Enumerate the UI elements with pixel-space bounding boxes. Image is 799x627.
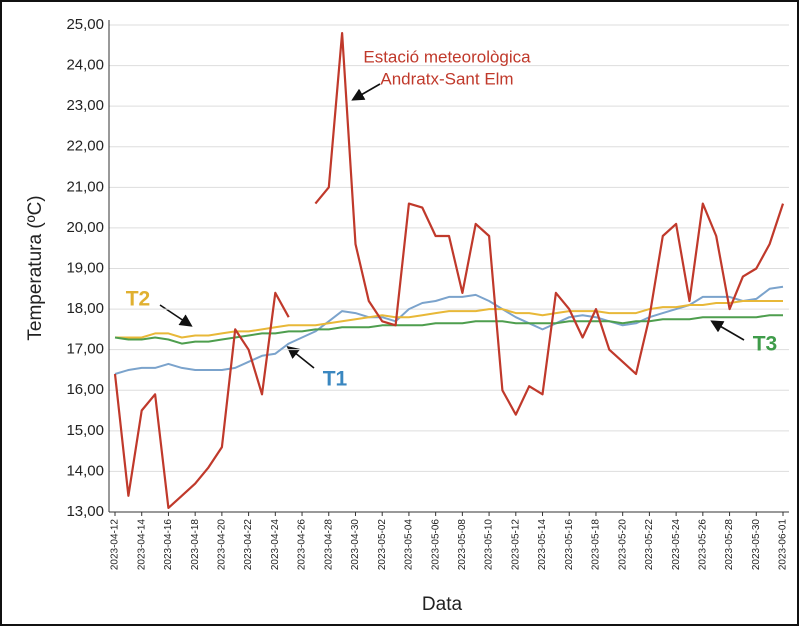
x-tick-label: 2023-05-04 [404, 519, 415, 571]
y-tick-label: 25,00 [66, 16, 104, 33]
x-tick-label: 2023-05-22 [644, 519, 655, 571]
x-tick-label: 2023-04-16 [163, 519, 174, 571]
y-tick-label: 21,00 [66, 178, 104, 195]
arrow [351, 83, 381, 101]
annotation: Andratx-Sant Elm [380, 69, 513, 88]
x-tick-label: 2023-05-16 [564, 519, 575, 571]
arrow [286, 346, 315, 369]
arrow [159, 304, 193, 327]
series-line [113, 291, 290, 509]
x-tick-label: 2023-05-06 [430, 519, 441, 571]
x-tick-label: 2023-04-14 [136, 519, 147, 571]
y-tick-label: 24,00 [66, 57, 104, 74]
x-tick-label: 2023-04-12 [110, 519, 121, 571]
x-tick-label: 2023-04-18 [190, 519, 201, 571]
y-tick-label: 14,00 [66, 462, 104, 479]
x-axis-title: Data [422, 594, 463, 615]
x-tick-label: 2023-05-20 [617, 519, 628, 571]
x-tick-label: 2023-04-22 [243, 519, 254, 571]
y-tick-label: 16,00 [66, 381, 104, 398]
annotation: Estació meteorològica [363, 47, 531, 66]
x-tick-label: 2023-06-01 [778, 519, 789, 571]
series-label: T1 [323, 368, 348, 391]
y-tick-label: 13,00 [66, 503, 104, 520]
y-tick-label: 18,00 [66, 300, 104, 317]
y-tick-label: 15,00 [66, 422, 104, 439]
series-label: T3 [753, 333, 778, 356]
series-line [114, 314, 783, 345]
x-tick-label: 2023-04-30 [350, 519, 361, 571]
y-tick-label: 23,00 [66, 97, 104, 114]
series-line [114, 285, 784, 375]
x-tick-label: 2023-05-28 [724, 519, 735, 571]
x-tick-label: 2023-05-12 [510, 519, 521, 571]
series-label: T2 [126, 288, 151, 311]
x-tick-label: 2023-05-26 [697, 519, 708, 571]
arrow [710, 320, 745, 341]
y-tick-label: 17,00 [66, 341, 104, 358]
x-tick-label: 2023-04-20 [217, 519, 228, 571]
x-tick-label: 2023-05-08 [457, 519, 468, 571]
y-tick-label: 20,00 [66, 219, 104, 236]
series-line [115, 300, 783, 339]
y-axis-title: Temperatura (ºC) [25, 195, 46, 340]
x-tick-label: 2023-05-02 [377, 519, 388, 571]
x-tick-label: 2023-05-30 [751, 519, 762, 571]
x-tick-label: 2023-05-14 [537, 519, 548, 571]
x-tick-label: 2023-04-26 [297, 519, 308, 571]
x-tick-label: 2023-05-10 [484, 519, 495, 571]
y-tick-label: 22,00 [66, 138, 104, 155]
x-tick-label: 2023-04-28 [323, 519, 334, 571]
x-tick-label: 2023-04-24 [270, 519, 281, 571]
x-tick-label: 2023-05-24 [671, 519, 682, 571]
series-line [314, 31, 785, 416]
y-tick-label: 19,00 [66, 259, 104, 276]
x-tick-label: 2023-05-18 [591, 519, 602, 571]
